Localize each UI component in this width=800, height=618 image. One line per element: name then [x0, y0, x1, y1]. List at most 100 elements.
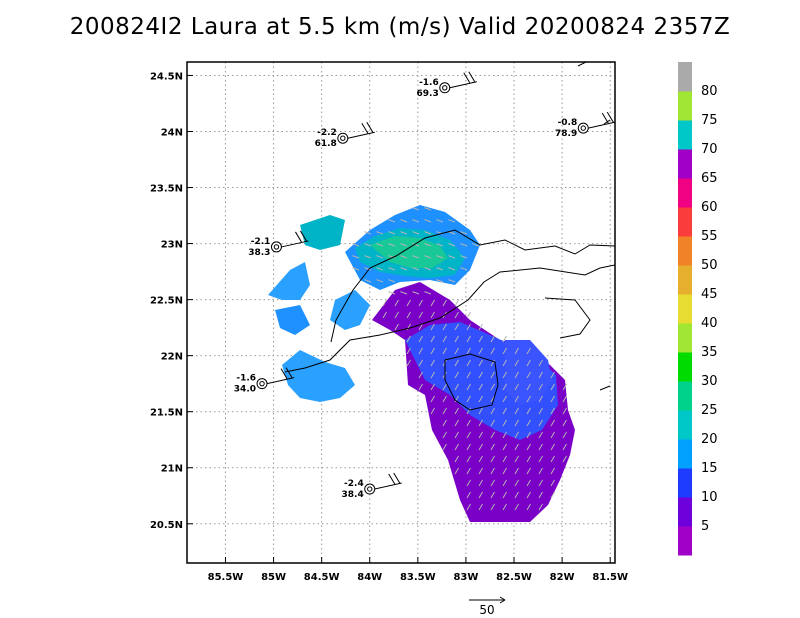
coast-ne: [599, 119, 611, 391]
colorbar-label: 10: [701, 490, 718, 505]
cuba-coastline: [330, 229, 615, 343]
wind-vector: [418, 323, 423, 331]
wind-vector: [406, 335, 411, 343]
wind-vector: [490, 335, 495, 343]
station-outer-circle: [577, 122, 589, 134]
wind-vector: [442, 407, 447, 415]
wind-vector: [562, 455, 567, 463]
wind-vector: [418, 347, 423, 355]
wind-vector: [514, 383, 519, 391]
wind-vector: [490, 479, 495, 487]
wind-vector: [430, 395, 435, 403]
wind-vector: [514, 419, 519, 427]
wind-vector: [550, 407, 555, 415]
wind-vector: [376, 279, 384, 283]
y-tick-label: 22.5N: [150, 296, 183, 307]
wind-vector: [412, 267, 420, 271]
colorbar-label: 80: [701, 84, 718, 99]
dropsonde-stations: -1.669.3-2.261.8-0.878.9-2.138.3-1.634.0…: [234, 71, 616, 500]
dropsonde-station: -2.261.8: [315, 121, 375, 149]
wind-vector: [478, 455, 483, 463]
wind-vector: [478, 335, 483, 343]
wind-vector: [466, 479, 471, 487]
colorbar-label: 55: [701, 229, 718, 244]
wind-vector: [526, 395, 531, 403]
wind-vector: [490, 491, 495, 499]
colorbar-label: 75: [701, 113, 718, 128]
wind-vector: [466, 347, 471, 355]
wind-vector: [466, 491, 471, 499]
x-tick-label: 85W: [261, 572, 286, 583]
station-outer-circle: [364, 483, 376, 495]
wind-vector: [562, 407, 567, 415]
cuba-south-coast: [284, 264, 615, 373]
wind-vector: [442, 383, 447, 391]
station-bottom-value: 78.9: [555, 129, 577, 139]
wind-vector: [478, 407, 483, 415]
wind-vector: [364, 267, 372, 271]
wind-vector: [514, 491, 519, 499]
y-tick-label: 21N: [161, 464, 183, 475]
wind-vector: [526, 443, 531, 451]
y-tick-label: 23.5N: [150, 184, 183, 195]
wind-vector: [538, 395, 543, 403]
wind-vector: [412, 291, 420, 295]
wind-vectors: [352, 207, 567, 511]
station-inner-circle: [259, 380, 265, 387]
wind-vector: [364, 255, 372, 259]
wind-vector: [538, 407, 543, 415]
station-outer-circle: [337, 132, 349, 144]
wind-vector: [352, 243, 360, 247]
wind-vector: [490, 503, 495, 511]
dropsonde-station: -2.438.4: [342, 472, 402, 500]
wind-barb-flag: [295, 231, 302, 243]
station-top-value: -2.4: [344, 479, 364, 489]
wind-vector: [478, 419, 483, 427]
wind-vector: [388, 267, 396, 271]
wind-vector: [478, 383, 483, 391]
wind-vector: [418, 371, 423, 379]
wind-vector: [502, 419, 507, 427]
wind-vector: [430, 311, 435, 319]
wind-vector: [466, 383, 471, 391]
wind-vector: [466, 503, 471, 511]
isla-juventud: [444, 353, 499, 411]
colorbar: 5 10 15 20 25 30 35 40 45 50 55 60 65 70 75 80: [678, 62, 718, 556]
wind-vector: [562, 395, 567, 403]
x-tick-label: 84W: [357, 572, 382, 583]
colorbar-swatch: [678, 526, 692, 556]
wind-vector: [502, 467, 507, 475]
wind-vector: [442, 335, 447, 343]
wind-vector: [466, 371, 471, 379]
wind-vector: [424, 231, 432, 235]
wind-vector: [436, 255, 444, 259]
reference-vector-label: 50: [479, 603, 494, 617]
colorbar-swatch: [678, 410, 692, 440]
wind-vector: [526, 407, 531, 415]
y-tick-label: 22N: [161, 352, 183, 363]
wind-vector: [454, 467, 459, 475]
wind-vector: [526, 455, 531, 463]
wind-vector: [550, 467, 555, 475]
wind-vector: [478, 323, 483, 331]
wind-vector: [502, 359, 507, 367]
wind-vector: [454, 443, 459, 451]
wind-vector: [424, 243, 432, 247]
colorbar-label: 30: [701, 374, 718, 389]
wind-vector: [424, 255, 432, 259]
x-tick-label: 85.5W: [208, 572, 244, 583]
wind-vector: [376, 255, 384, 259]
wind-speed-region: [330, 290, 370, 330]
wind-vector: [424, 219, 432, 223]
wind-vector: [502, 503, 507, 511]
wind-vector: [376, 231, 384, 235]
colorbar-swatch: [678, 497, 692, 527]
y-tick-label: 24.5N: [150, 71, 183, 82]
wind-speed-region: [275, 305, 310, 335]
wind-vector: [418, 335, 423, 343]
wind-vector: [406, 311, 411, 319]
wind-vector: [418, 311, 423, 319]
chart-title: 200824I2 Laura at 5.5 km (m/s) Valid 202…: [69, 14, 731, 40]
wind-vector: [424, 267, 432, 271]
wind-vector: [442, 431, 447, 439]
